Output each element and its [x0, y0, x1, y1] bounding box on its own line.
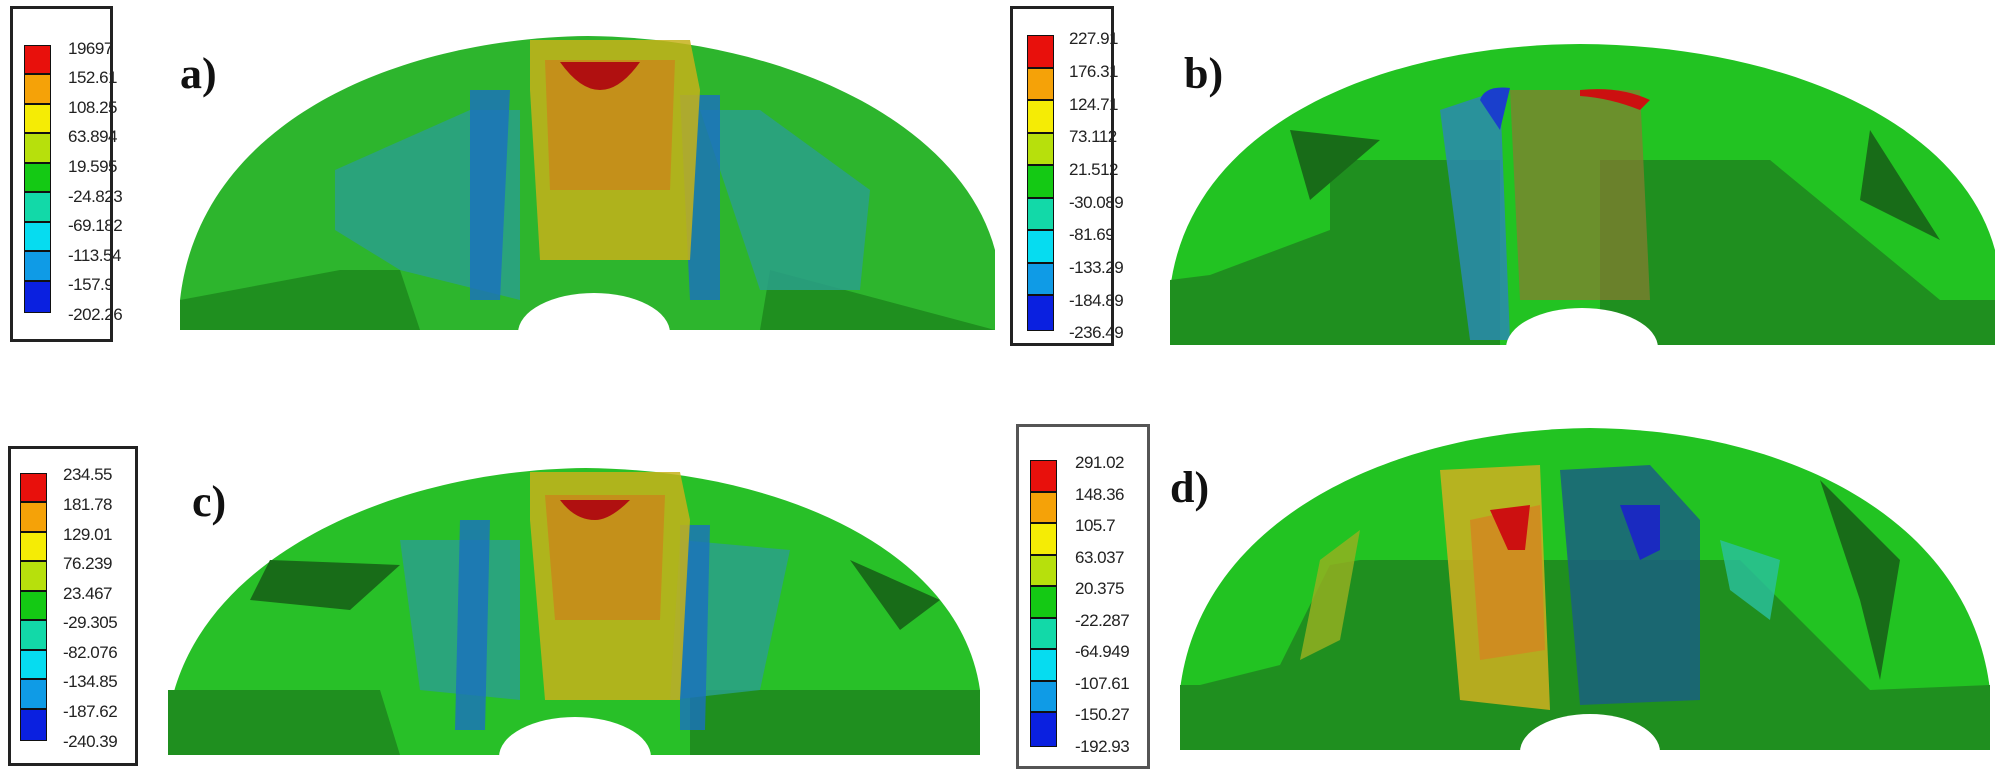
legend-value: 20.375 — [1075, 579, 1125, 598]
legend-value: -29.305 — [63, 613, 118, 632]
swatch — [1027, 198, 1054, 230]
swatch — [20, 679, 47, 709]
legend-value: 73.112 — [1069, 127, 1117, 146]
swatch — [20, 532, 47, 561]
swatch — [1030, 712, 1057, 747]
legend-value: -187.62 — [63, 702, 118, 721]
legend-value: -192.93 — [1075, 737, 1130, 756]
legend-value: -150.27 — [1075, 705, 1130, 724]
swatch — [24, 281, 51, 313]
swatch — [1030, 586, 1057, 618]
legend-value: 234.55 — [63, 465, 113, 484]
swatch — [24, 192, 51, 222]
legend-panel-c: 234.55 181.78 129.01 76.239 23.467 -29.3… — [8, 446, 138, 766]
panel-label-a: a) — [180, 49, 217, 98]
legend-value: -113.54 — [68, 246, 121, 265]
contour-plot-b — [1170, 44, 1995, 388]
swatch — [1027, 133, 1054, 165]
contour-plot-c — [168, 468, 980, 776]
legend-value: -202.26 — [68, 305, 123, 324]
swatch — [1027, 35, 1054, 68]
legend-value: -64.949 — [1075, 642, 1130, 661]
swatch — [1027, 230, 1054, 263]
swatch — [20, 502, 47, 532]
legend-value: -69.182 — [68, 216, 123, 235]
swatch — [1027, 100, 1054, 133]
legend-value: 291.02 — [1075, 453, 1125, 472]
swatch — [24, 45, 51, 74]
swatch — [1027, 68, 1054, 100]
swatch — [1027, 295, 1054, 331]
legend-value: 19697 — [68, 39, 113, 58]
legend-value: 129.01 — [63, 525, 113, 544]
legend-value: 227.91 — [1069, 29, 1119, 48]
legend-value: 23.467 — [63, 584, 113, 603]
legend-value: 21.512 — [1069, 160, 1119, 179]
legend-value: -82.076 — [63, 643, 118, 662]
panel-label-b: b) — [1184, 49, 1224, 98]
legend-value: -184.89 — [1069, 291, 1124, 310]
legend-value: 124.71 — [1069, 95, 1119, 114]
swatch — [1030, 681, 1057, 712]
swatch — [20, 561, 47, 591]
contour-plot-d — [1180, 428, 1990, 776]
legend-value: 181.78 — [63, 495, 113, 514]
swatch — [24, 133, 51, 163]
swatch — [20, 591, 47, 620]
swatch — [1027, 263, 1054, 295]
legend-value: 105.7 — [1075, 516, 1116, 535]
swatch — [1030, 618, 1057, 649]
legend-panel-b: 227.91 176.31 124.71 73.112 21.512 -30.0… — [1010, 6, 1124, 346]
panel-label-d: d) — [1170, 463, 1210, 512]
swatch — [1030, 649, 1057, 681]
legend-value: -30.089 — [1069, 193, 1124, 212]
swatch — [1030, 460, 1057, 492]
panel-label-c: c) — [192, 477, 227, 526]
legend-value: 176.31 — [1069, 62, 1119, 81]
swatch — [20, 620, 47, 650]
legend-value: -107.61 — [1075, 674, 1130, 693]
legend-value: 148.36 — [1075, 485, 1125, 504]
legend-value: -236.49 — [1069, 323, 1124, 342]
legend-panel-d: 291.02 148.36 105.7 63.037 20.375 -22.28… — [1016, 424, 1150, 769]
legend-value: -133.29 — [1069, 258, 1124, 277]
swatch — [1027, 165, 1054, 198]
swatch — [1030, 523, 1057, 555]
contour-plot-a — [180, 36, 995, 373]
swatch — [20, 709, 47, 741]
legend-panel-a: 19697 152.61 108.25 63.894 19.595 -24.82… — [10, 6, 123, 342]
swatch — [24, 104, 51, 133]
legend-value: 63.894 — [68, 127, 118, 146]
legend-value: -157.9 — [68, 275, 114, 294]
swatch — [20, 650, 47, 679]
legend-value: 19.595 — [68, 157, 118, 176]
legend-value: -22.287 — [1075, 611, 1130, 630]
swatch — [20, 473, 47, 502]
legend-value: -24.823 — [68, 187, 123, 206]
swatch — [1030, 555, 1057, 586]
swatch — [24, 222, 51, 251]
swatch — [24, 74, 51, 104]
swatch — [24, 163, 51, 192]
legend-value: 63.037 — [1075, 548, 1125, 567]
legend-value: -240.39 — [63, 732, 118, 751]
swatch — [1030, 492, 1057, 523]
legend-value: 76.239 — [63, 554, 113, 573]
swatch — [24, 251, 51, 281]
legend-value: 152.61 — [68, 68, 118, 87]
legend-value: -81.69 — [1069, 225, 1115, 244]
legend-value: -134.85 — [63, 672, 118, 691]
legend-value: 108.25 — [68, 98, 118, 117]
